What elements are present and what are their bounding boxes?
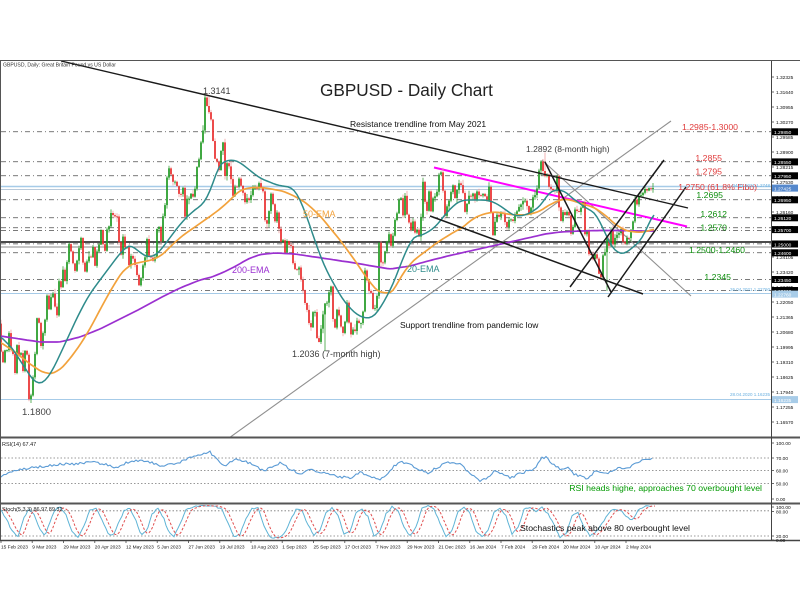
svg-text:2 May 2024: 2 May 2024 — [626, 545, 651, 551]
svg-text:100.00: 100.00 — [776, 505, 791, 511]
svg-text:1.18625: 1.18625 — [776, 375, 794, 381]
svg-text:7 Nov 2023: 7 Nov 2023 — [376, 545, 401, 551]
svg-text:19 Jul 2023: 19 Jul 2023 — [220, 545, 245, 551]
svg-text:1.2500-1.2460: 1.2500-1.2460 — [689, 245, 745, 255]
svg-text:17 Oct 2023: 17 Oct 2023 — [345, 545, 371, 551]
svg-text:20 Mar 2024: 20 Mar 2024 — [564, 545, 591, 551]
svg-text:1.2750 (61.8% Fibo): 1.2750 (61.8% Fibo) — [678, 182, 757, 192]
svg-text:21 Dec 2023: 21 Dec 2023 — [439, 545, 467, 551]
svg-text:1.30270: 1.30270 — [776, 120, 794, 126]
svg-text:0.00: 0.00 — [776, 538, 786, 544]
svg-text:1 Sep 2023: 1 Sep 2023 — [282, 545, 307, 551]
svg-text:29 Feb 2024: 29 Feb 2024 — [532, 545, 559, 551]
svg-text:1.27950: 1.27950 — [774, 174, 792, 180]
svg-text:1.25700: 1.25700 — [774, 228, 792, 234]
svg-text:16 Jan 2024: 16 Jan 2024 — [470, 545, 497, 551]
svg-text:1.1800: 1.1800 — [22, 407, 51, 418]
svg-text:28.04.2020 1.16235: 28.04.2020 1.16235 — [730, 392, 771, 397]
svg-text:1.17255: 1.17255 — [776, 405, 794, 411]
svg-text:1.2036 (7-month high): 1.2036 (7-month high) — [292, 349, 381, 359]
svg-text:1.24105: 1.24105 — [776, 255, 794, 261]
svg-text:10 Aug 2023: 10 Aug 2023 — [251, 545, 278, 551]
svg-text:Support trendline from pandemi: Support trendline from pandemic low — [400, 320, 539, 330]
svg-text:29 Nov 2023: 29 Nov 2023 — [407, 545, 435, 551]
svg-text:1.2695: 1.2695 — [696, 190, 723, 200]
svg-text:1.29585: 1.29585 — [776, 135, 794, 141]
svg-text:27 Jun 2023: 27 Jun 2023 — [189, 545, 216, 551]
svg-text:1.28215: 1.28215 — [776, 165, 794, 171]
svg-text:1.19995: 1.19995 — [776, 345, 794, 351]
svg-text:25 Sep 2023: 25 Sep 2023 — [314, 545, 342, 551]
svg-text:26.04.2021 1.22760: 26.04.2021 1.22760 — [730, 287, 771, 292]
svg-text:1.26160: 1.26160 — [776, 210, 794, 216]
svg-text:1.28550: 1.28550 — [774, 160, 792, 166]
svg-text:GBPUSD, Daily: Great Britain: GBPUSD, Daily: Great Britain Pound vs US… — [3, 63, 116, 69]
svg-text:1.27530: 1.27530 — [776, 180, 794, 186]
svg-text:9 Mar 2023: 9 Mar 2023 — [32, 545, 57, 551]
svg-text:04.01.2021 1.2748: 04.01.2021 1.2748 — [732, 183, 770, 188]
svg-text:20-EMA: 20-EMA — [407, 264, 440, 274]
svg-text:1.21365: 1.21365 — [776, 315, 794, 321]
svg-text:10 Apr 2024: 10 Apr 2024 — [595, 545, 621, 551]
svg-text:1.2345: 1.2345 — [704, 272, 731, 282]
svg-text:1.32325: 1.32325 — [776, 75, 794, 81]
svg-text:Stochastics peak above 80 over: Stochastics peak above 80 overbought lev… — [520, 523, 690, 533]
svg-text:7 Feb 2024: 7 Feb 2024 — [501, 545, 526, 551]
svg-text:1.26950: 1.26950 — [774, 198, 792, 204]
svg-text:1.17940: 1.17940 — [776, 390, 794, 396]
svg-text:12 May 2023: 12 May 2023 — [126, 545, 154, 551]
svg-text:100.00: 100.00 — [776, 441, 791, 447]
svg-text:1.29850: 1.29850 — [774, 130, 792, 136]
svg-text:15 Feb 2023: 15 Feb 2023 — [1, 545, 28, 551]
svg-text:GBPUSD - Daily Chart: GBPUSD - Daily Chart — [320, 80, 493, 100]
svg-text:70.00: 70.00 — [776, 456, 788, 462]
svg-text:20 Apr 2023: 20 Apr 2023 — [95, 545, 121, 551]
svg-text:1.2570: 1.2570 — [700, 223, 727, 233]
svg-text:29 Mar 2023: 29 Mar 2023 — [64, 545, 91, 551]
svg-text:1.22050: 1.22050 — [776, 300, 794, 306]
svg-text:80.00: 80.00 — [776, 509, 788, 515]
svg-text:0.00: 0.00 — [776, 497, 786, 503]
svg-text:1.24600: 1.24600 — [774, 251, 792, 257]
svg-text:5 Jun 2023: 5 Jun 2023 — [157, 545, 181, 551]
svg-text:Stoch(5,3,3) 86.97 89.32: Stoch(5,3,3) 86.97 89.32 — [2, 507, 63, 513]
svg-text:1.28900: 1.28900 — [776, 150, 794, 156]
svg-text:1.23420: 1.23420 — [776, 270, 794, 276]
svg-text:50.00: 50.00 — [776, 481, 788, 487]
svg-text:1.22760: 1.22760 — [774, 292, 792, 298]
svg-text:1.26120: 1.26120 — [774, 216, 792, 222]
svg-text:Resistance trendline from May: Resistance trendline from May 2021 — [350, 119, 486, 129]
svg-text:1.3141: 1.3141 — [203, 86, 231, 96]
svg-text:1.19310: 1.19310 — [776, 360, 794, 366]
svg-text:1.2892 (8-month high): 1.2892 (8-month high) — [526, 144, 610, 154]
svg-text:1.2855: 1.2855 — [695, 153, 722, 163]
svg-text:1.2612: 1.2612 — [700, 209, 727, 219]
svg-text:1.16235: 1.16235 — [774, 398, 792, 404]
svg-text:200-EMA: 200-EMA — [232, 265, 270, 275]
svg-text:1.2985-1.3000: 1.2985-1.3000 — [682, 122, 738, 132]
svg-text:RSI heads highe, approaches 70: RSI heads highe, approaches 70 overbough… — [569, 483, 762, 493]
svg-text:20.00: 20.00 — [776, 534, 788, 540]
svg-text:1.31640: 1.31640 — [776, 90, 794, 96]
svg-text:1.30955: 1.30955 — [776, 105, 794, 111]
svg-text:1.16570: 1.16570 — [776, 420, 794, 426]
svg-text:1.25000: 1.25000 — [774, 242, 792, 248]
svg-text:RSI(14) 67.47: RSI(14) 67.47 — [2, 442, 36, 448]
svg-text:1.20680: 1.20680 — [776, 330, 794, 336]
svg-text:60.00: 60.00 — [776, 468, 788, 474]
svg-text:1.27425: 1.27425 — [774, 186, 792, 192]
svg-text:1.23450: 1.23450 — [774, 278, 792, 284]
svg-text:1.2795: 1.2795 — [695, 167, 722, 177]
svg-text:50-EMA: 50-EMA — [303, 209, 336, 219]
